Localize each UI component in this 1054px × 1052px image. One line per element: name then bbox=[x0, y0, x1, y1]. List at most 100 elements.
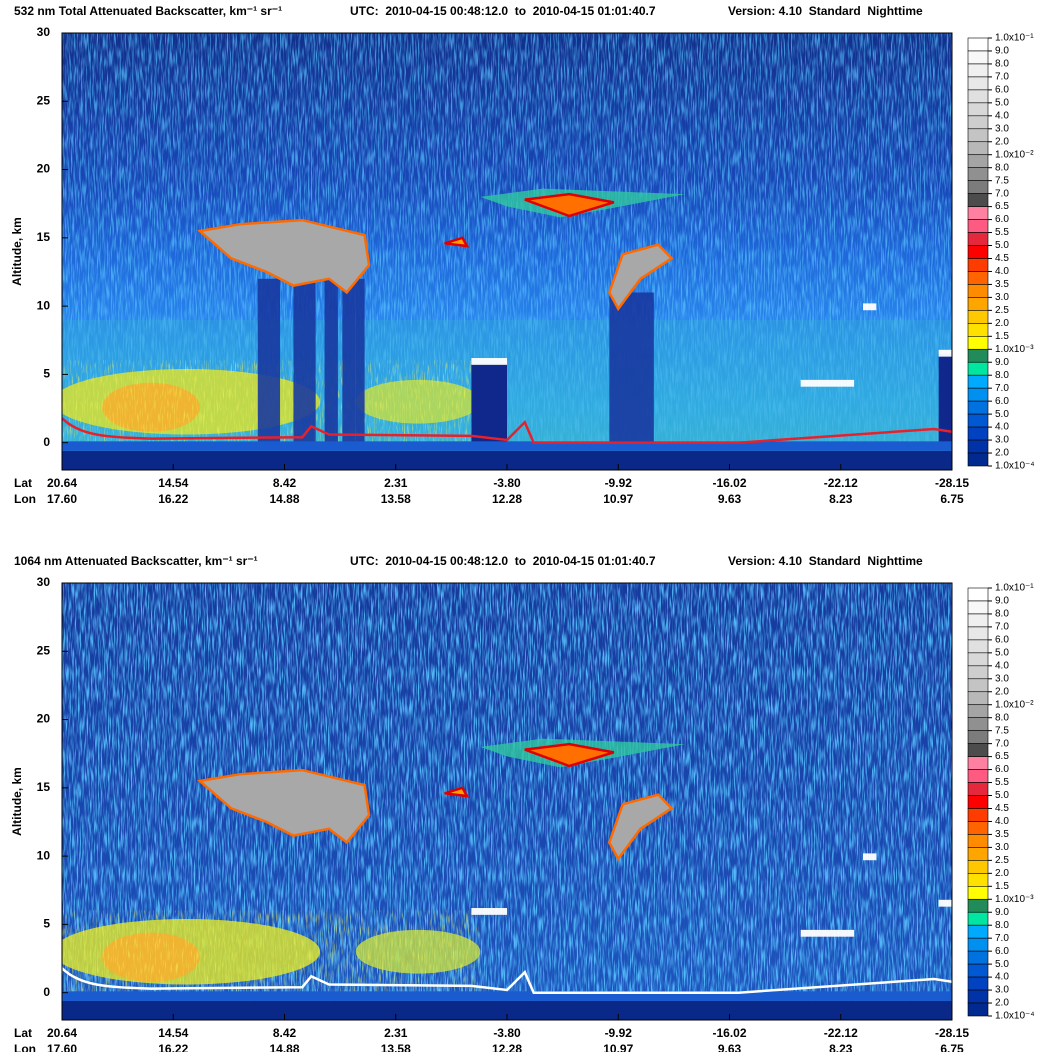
x-row-label: Lon bbox=[14, 1042, 36, 1052]
lat-tick-label: -22.12 bbox=[824, 1026, 858, 1040]
y-tick-label: 25 bbox=[37, 93, 51, 107]
colorbar-swatch bbox=[968, 336, 988, 349]
colorbar-swatch bbox=[968, 977, 988, 990]
lon-tick-label: 13.58 bbox=[381, 492, 411, 506]
colorbar-swatch bbox=[968, 912, 988, 925]
y-axis-label: Altitude, km bbox=[10, 767, 24, 836]
colorbar-swatch bbox=[968, 38, 988, 51]
image-region bbox=[863, 303, 876, 310]
colorbar-label: 4.0 bbox=[995, 660, 1009, 671]
colorbar-label: 1.0x10⁻³ bbox=[995, 894, 1034, 905]
colorbar-label: 6.5 bbox=[995, 751, 1009, 762]
colorbar-swatch bbox=[968, 362, 988, 375]
colorbar-label: 1.5 bbox=[995, 331, 1009, 342]
colorbar-swatch bbox=[968, 653, 988, 666]
colorbar-swatch bbox=[968, 90, 988, 103]
image-region bbox=[62, 991, 952, 1001]
colorbar-swatch bbox=[968, 770, 988, 783]
image-region bbox=[863, 853, 876, 860]
colorbar-swatch bbox=[968, 375, 988, 388]
colorbar-swatch bbox=[968, 925, 988, 938]
colorbar-swatch bbox=[968, 453, 988, 466]
colorbar-swatch bbox=[968, 414, 988, 427]
colorbar-swatch bbox=[968, 614, 988, 627]
lat-tick-label: -3.80 bbox=[493, 1026, 521, 1040]
colorbar-swatch bbox=[968, 796, 988, 809]
colorbar-swatch bbox=[968, 718, 988, 731]
image-region bbox=[471, 358, 507, 365]
colorbar-label: 6.0 bbox=[995, 214, 1009, 225]
colorbar-label: 3.0 bbox=[995, 435, 1009, 446]
colorbar-swatch bbox=[968, 168, 988, 181]
lon-tick-label: 8.23 bbox=[829, 1042, 853, 1052]
image-region bbox=[342, 279, 355, 443]
colorbar-label: 4.0 bbox=[995, 972, 1009, 983]
lat-tick-label: 8.42 bbox=[273, 1026, 297, 1040]
colorbar-swatch bbox=[968, 64, 988, 77]
colorbar-label: 7.0 bbox=[995, 72, 1009, 83]
time-range: UTC: 2010-04-15 00:48:12.0 to 2010-04-15… bbox=[350, 554, 656, 568]
colorbar-label: 8.0 bbox=[995, 59, 1009, 70]
backscatter-image bbox=[53, 33, 952, 470]
image-region bbox=[939, 350, 952, 357]
colorbar-swatch bbox=[968, 284, 988, 297]
colorbar-label: 6.0 bbox=[995, 396, 1009, 407]
lon-tick-label: 17.60 bbox=[47, 492, 77, 506]
image-region bbox=[801, 380, 854, 387]
colorbar-label: 5.5 bbox=[995, 777, 1009, 788]
lon-tick-label: 14.88 bbox=[269, 492, 299, 506]
y-tick-label: 10 bbox=[37, 848, 51, 862]
image-region bbox=[325, 279, 338, 443]
colorbar-label: 9.0 bbox=[995, 357, 1009, 368]
version: Version: 4.10 Standard Nighttime bbox=[728, 554, 923, 568]
image-region bbox=[609, 292, 654, 442]
colorbar-label: 1.5 bbox=[995, 881, 1009, 892]
colorbar-swatch bbox=[968, 194, 988, 207]
colorbar-swatch bbox=[968, 601, 988, 614]
colorbar-label: 7.5 bbox=[995, 175, 1009, 186]
colorbar-swatch bbox=[968, 427, 988, 440]
colorbar-swatch bbox=[968, 155, 988, 168]
colorbar-label: 4.0 bbox=[995, 266, 1009, 277]
lon-tick-label: 6.75 bbox=[940, 492, 964, 506]
colorbar-swatch bbox=[968, 964, 988, 977]
colorbar-swatch bbox=[968, 207, 988, 220]
colorbar-swatch bbox=[968, 873, 988, 886]
image-region bbox=[471, 363, 507, 442]
y-tick-label: 5 bbox=[43, 917, 50, 931]
colorbar-swatch bbox=[968, 847, 988, 860]
chart-title: 1064 nm Attenuated Backscatter, km⁻¹ sr⁻… bbox=[14, 554, 258, 568]
lon-tick-label: 6.75 bbox=[940, 1042, 964, 1052]
colorbar-swatch bbox=[968, 129, 988, 142]
image-region bbox=[293, 279, 315, 443]
y-tick-label: 10 bbox=[37, 298, 51, 312]
colorbar-swatch bbox=[968, 899, 988, 912]
colorbar-label: 1.0x10⁻³ bbox=[995, 344, 1034, 355]
lon-tick-label: 9.63 bbox=[718, 1042, 742, 1052]
colorbar-label: 2.0 bbox=[995, 448, 1009, 459]
lat-tick-label: -9.92 bbox=[605, 1026, 633, 1040]
colorbar-label: 1.0x10⁻² bbox=[995, 699, 1034, 710]
colorbar-swatch bbox=[968, 220, 988, 233]
y-tick-label: 20 bbox=[37, 712, 51, 726]
colorbar-label: 4.0 bbox=[995, 110, 1009, 121]
colorbar-swatch bbox=[968, 297, 988, 310]
lon-tick-label: 16.22 bbox=[158, 1042, 188, 1052]
colorbar-label: 7.0 bbox=[995, 188, 1009, 199]
lon-tick-label: 17.60 bbox=[47, 1042, 77, 1052]
colorbar-swatch bbox=[968, 388, 988, 401]
lon-tick-label: 8.23 bbox=[829, 492, 853, 506]
lat-tick-label: 20.64 bbox=[47, 476, 77, 490]
colorbar-label: 1.0x10⁻⁴ bbox=[995, 461, 1035, 472]
colorbar-swatch bbox=[968, 588, 988, 601]
colorbar-label: 3.0 bbox=[995, 673, 1009, 684]
lat-tick-label: -28.15 bbox=[935, 476, 969, 490]
lat-tick-label: 14.54 bbox=[158, 1026, 188, 1040]
colorbar-label: 8.0 bbox=[995, 162, 1009, 173]
lon-tick-label: 10.97 bbox=[603, 1042, 633, 1052]
image-region bbox=[801, 930, 854, 937]
colorbar-swatch bbox=[968, 692, 988, 705]
colorbar-swatch bbox=[968, 181, 988, 194]
colorbar-label: 3.0 bbox=[995, 842, 1009, 853]
colorbar-label: 6.0 bbox=[995, 85, 1009, 96]
